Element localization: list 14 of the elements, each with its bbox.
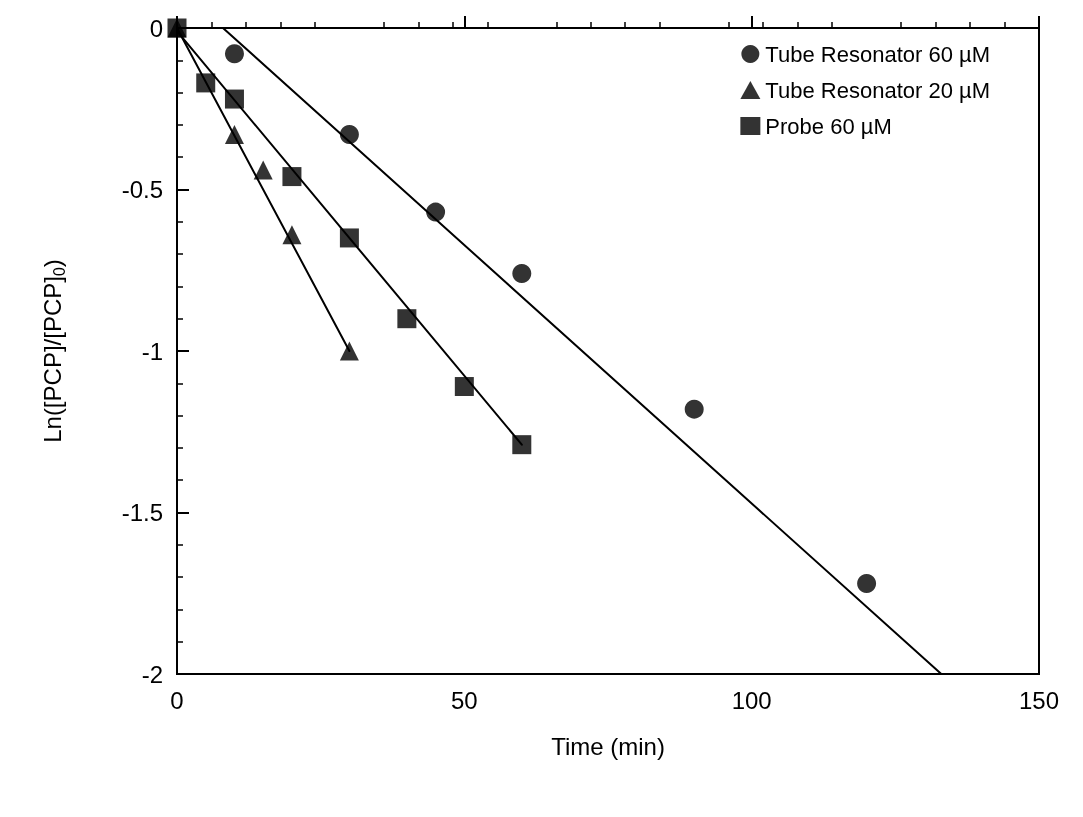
x-tick-label: 0: [170, 686, 184, 714]
x-tick-label: 150: [1018, 686, 1060, 714]
x-tick-label: 100: [731, 686, 772, 714]
y-tick-label: -1: [141, 337, 163, 365]
legend-label: Probe 60 µM: [765, 113, 892, 139]
x-axis-title: Time (min): [551, 732, 665, 760]
y-tick-label: -0.5: [121, 176, 163, 203]
legend-label: Tube Resonator 60 µM: [765, 41, 990, 67]
y-tick-label: 0: [149, 14, 163, 42]
y-axis-title: Ln([PCP]/[PCP]0): [38, 259, 68, 443]
legend-label: Tube Resonator 20 µM: [765, 77, 990, 103]
y-tick-label: -1.5: [121, 499, 163, 526]
y-tick-label: -2: [141, 660, 163, 688]
x-tick-label: 50: [450, 686, 478, 714]
